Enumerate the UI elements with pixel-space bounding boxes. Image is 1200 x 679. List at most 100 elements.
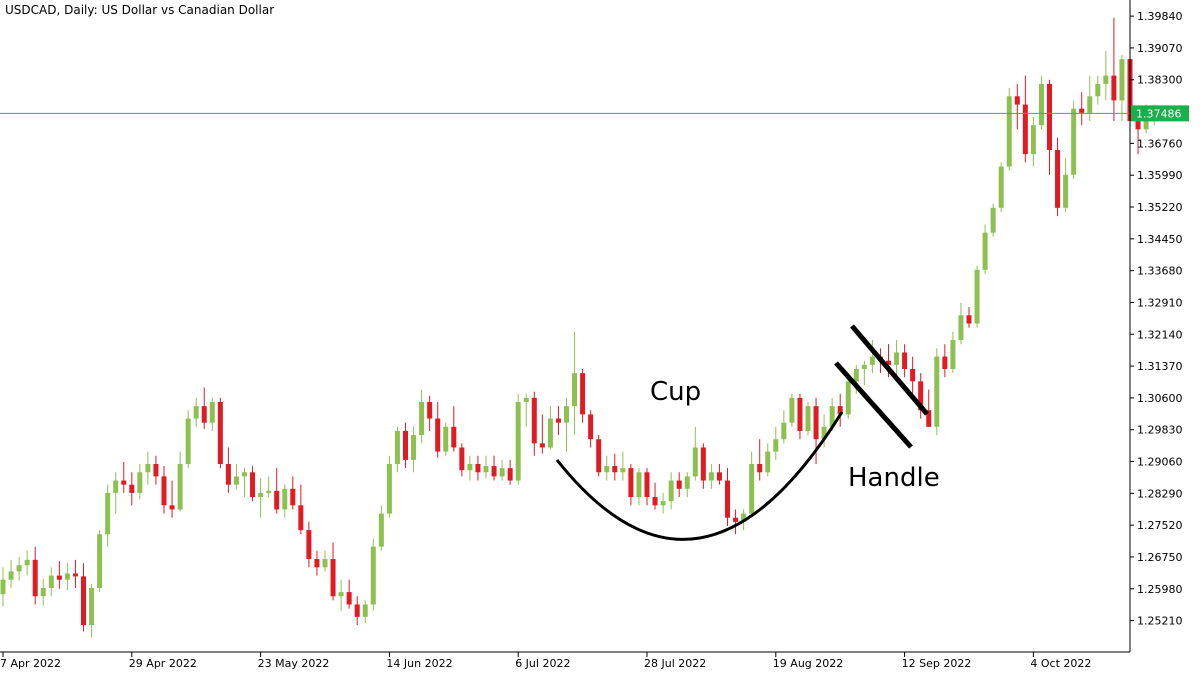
candle: [266, 476, 272, 498]
candle: [354, 596, 360, 626]
bull-candle-body: [1143, 116, 1149, 130]
bear-candle-body: [612, 466, 618, 473]
candle: [805, 402, 811, 436]
bear-candle-body: [153, 464, 159, 477]
bear-candle-body: [700, 447, 706, 481]
candle: [499, 459, 505, 481]
x-tick-label: 4 Oct 2022: [1030, 657, 1091, 670]
candle: [24, 550, 30, 576]
bear-candle-body: [1014, 96, 1020, 105]
bear-candle-body: [330, 559, 336, 597]
candle: [1047, 79, 1052, 175]
candle: [1055, 137, 1061, 217]
bull-candle-body: [564, 406, 569, 423]
candle: [97, 530, 103, 593]
bull-candle-body: [604, 466, 610, 473]
candle: [684, 472, 690, 498]
x-tick-label: 14 Jun 2022: [386, 657, 452, 670]
candle: [531, 391, 537, 456]
bear-candle-body: [225, 464, 231, 485]
bull-candle-body: [821, 426, 827, 440]
bull-candle-body: [789, 397, 795, 423]
candle: [201, 387, 207, 429]
candle: [789, 393, 795, 427]
y-tick-label: 1.35990: [1137, 169, 1183, 182]
candle: [209, 397, 215, 431]
candle: [290, 476, 296, 510]
bear-candle-body: [129, 484, 135, 493]
y-tick-label: 1.38300: [1137, 74, 1183, 87]
bear-candle-body: [942, 356, 948, 369]
candle: [757, 439, 763, 481]
candle: [169, 480, 175, 518]
candle: [749, 451, 755, 518]
candle: [0, 567, 6, 607]
candle: [958, 302, 964, 345]
bull-candle-body: [64, 573, 70, 580]
bear-candle-body: [161, 476, 167, 506]
y-tick-label: 1.35220: [1137, 201, 1183, 214]
bull-candle-body: [411, 435, 417, 460]
bull-candle-body: [1063, 174, 1069, 208]
bull-candle-body: [266, 490, 272, 493]
candle: [483, 455, 489, 479]
candle: [733, 509, 739, 535]
bear-candle-body: [797, 397, 803, 431]
bull-candle-body: [177, 464, 183, 510]
bear-candle-body: [918, 381, 924, 411]
bull-candle-body: [322, 559, 328, 568]
x-tick-label: 19 Aug 2022: [773, 657, 843, 670]
bull-candle-body: [467, 464, 473, 471]
bear-candle-body: [886, 360, 891, 365]
bull-candle-body: [982, 232, 988, 270]
candle: [942, 344, 948, 378]
candle: [845, 377, 851, 419]
bear-candle-body: [910, 368, 916, 382]
candle: [539, 414, 545, 454]
candle: [137, 464, 143, 500]
bull-candle-body: [0, 579, 6, 595]
candle: [555, 406, 561, 436]
candle: [636, 468, 642, 506]
bear-candle-body: [1047, 83, 1052, 150]
candle: [8, 559, 14, 588]
bull-candle-body: [765, 451, 771, 473]
y-tick-label: 1.32140: [1137, 328, 1183, 341]
candle: [660, 492, 666, 514]
bull-candle-body: [950, 340, 956, 369]
candle: [523, 393, 529, 427]
bull-candle-body: [958, 315, 964, 341]
bear-candle-body: [491, 466, 497, 477]
candle: [869, 340, 875, 374]
bull-candle-body: [998, 166, 1004, 208]
candle: [604, 455, 610, 481]
y-tick-label: 1.29060: [1137, 456, 1183, 469]
bear-candle-body: [902, 352, 908, 369]
bull-candle-body: [636, 472, 642, 498]
candle: [926, 389, 932, 427]
candle: [1022, 75, 1028, 163]
candle: [427, 395, 433, 431]
handle-lower-line: [834, 361, 913, 449]
bull-candle-body: [660, 501, 666, 506]
bull-candle-body: [974, 269, 980, 324]
bear-candle-body: [555, 418, 561, 423]
candle: [129, 472, 135, 506]
bull-candle-body: [338, 592, 344, 597]
candle: [934, 348, 940, 436]
candle: [1119, 54, 1125, 122]
candle: [821, 414, 827, 448]
bear-candle-body: [314, 559, 320, 568]
bear-candle-body: [121, 480, 127, 485]
bull-candle-body: [483, 466, 489, 473]
x-tick-label: 12 Sep 2022: [902, 657, 972, 670]
candle: [242, 468, 247, 498]
bull-candle-body: [781, 422, 787, 440]
candle: [837, 393, 843, 427]
bear-candle-body: [539, 443, 545, 448]
bull-candle-body: [708, 472, 714, 481]
bull-candle-body: [1103, 75, 1109, 84]
